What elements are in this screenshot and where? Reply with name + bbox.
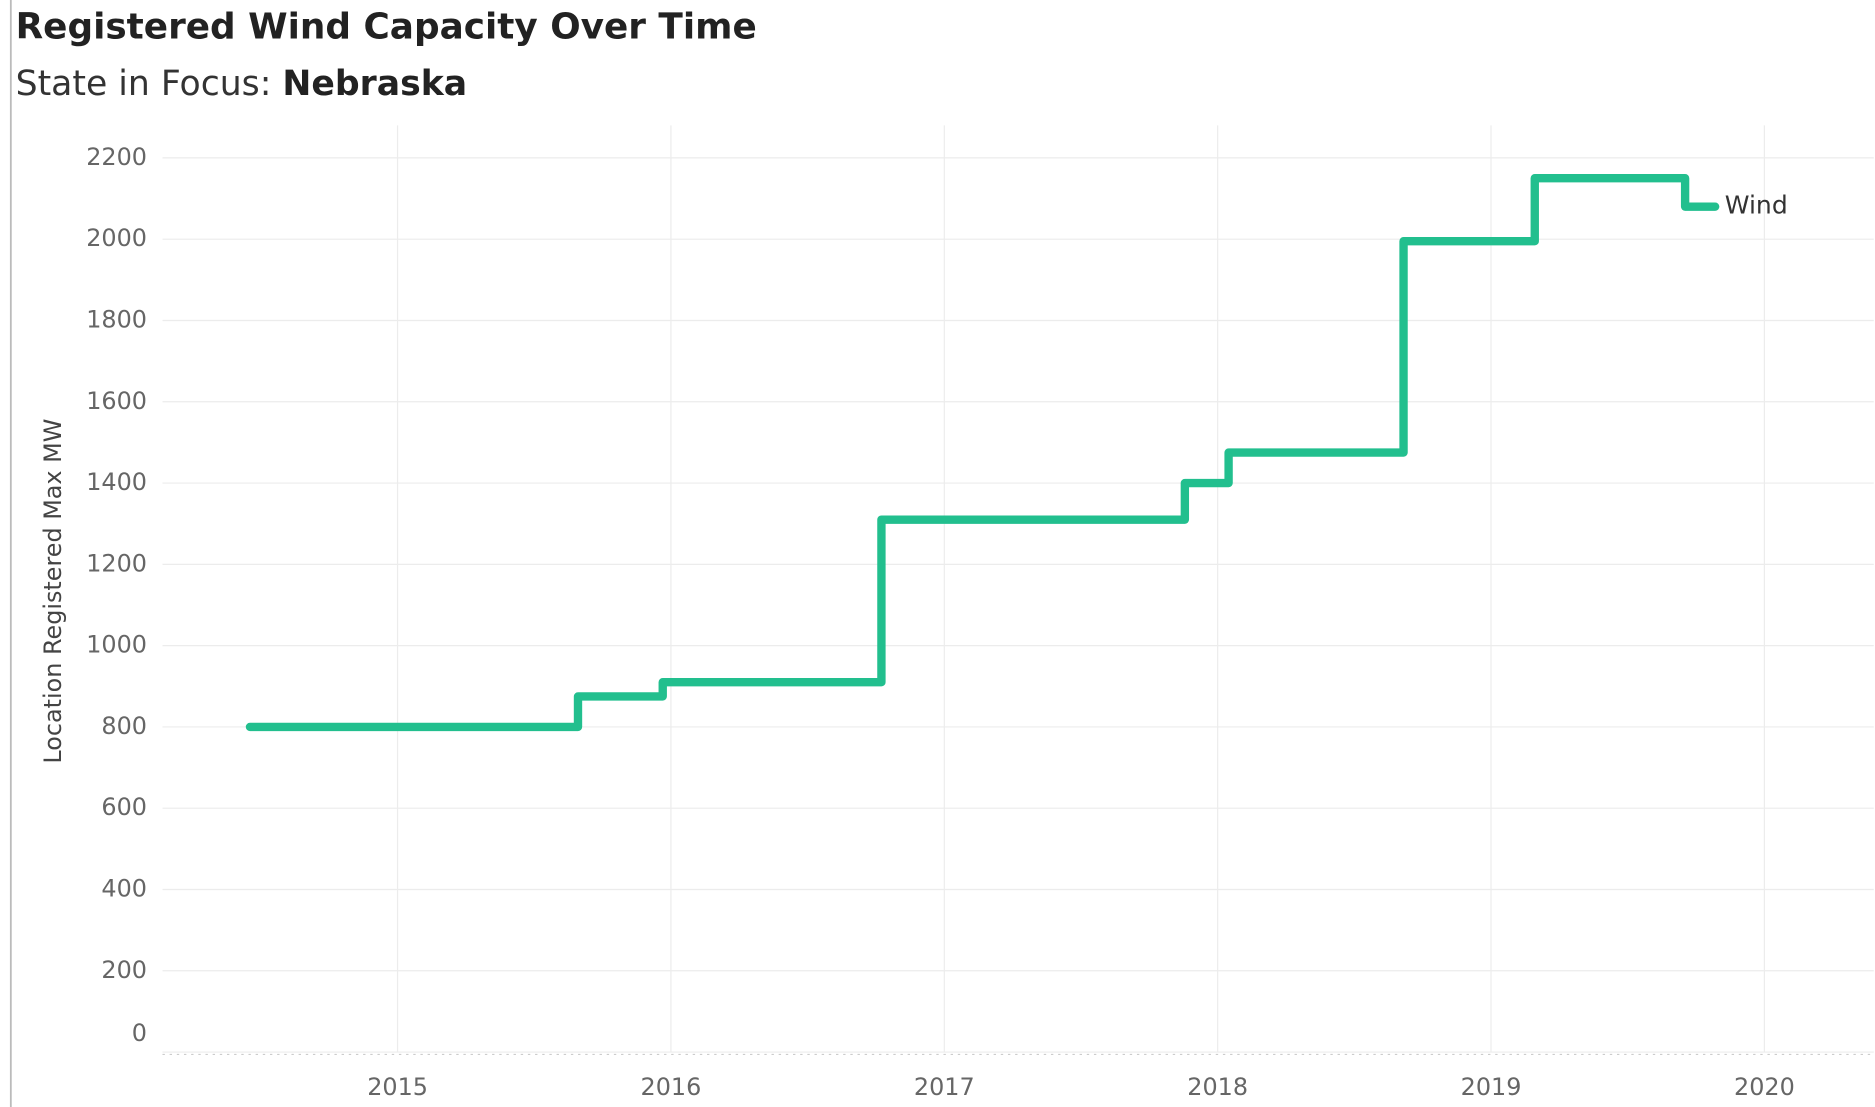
y-tick-label: 200 [101,956,147,984]
series-line [245,174,1720,732]
x-tick-label: 2018 [1187,1073,1248,1101]
series-label: Wind [1725,191,1788,220]
subtitle-text: State in Focus: [16,64,272,104]
x-tick-label: 2016 [641,1073,702,1101]
x-tick-label: 2015 [367,1073,428,1101]
y-tick-label: 1800 [86,305,147,333]
subtitle-focus: Nebraska [282,64,467,104]
y-tick-label: 1400 [86,468,147,496]
x-tick-label: 2020 [1734,1073,1795,1101]
x-tick-label: 2019 [1461,1073,1522,1101]
y-tick-label: 0 [132,1019,147,1047]
y-tick-label: 2000 [86,224,147,252]
y-tick-label: 400 [101,874,147,902]
y-tick-label: 800 [101,712,147,740]
x-tick-label: 2017 [914,1073,975,1101]
y-axis-label: Location Registered Max MW [39,419,67,764]
y-tick-label: 600 [101,793,147,821]
y-tick-label: 1000 [86,631,147,659]
y-tick-label: 2200 [86,143,147,171]
chart-subtitle: State in Focus: Nebraska [16,64,468,104]
y-tick-label: 1200 [86,549,147,577]
chart-title: Registered Wind Capacity Over Time [16,7,757,48]
y-tick-label: 1600 [86,387,147,415]
